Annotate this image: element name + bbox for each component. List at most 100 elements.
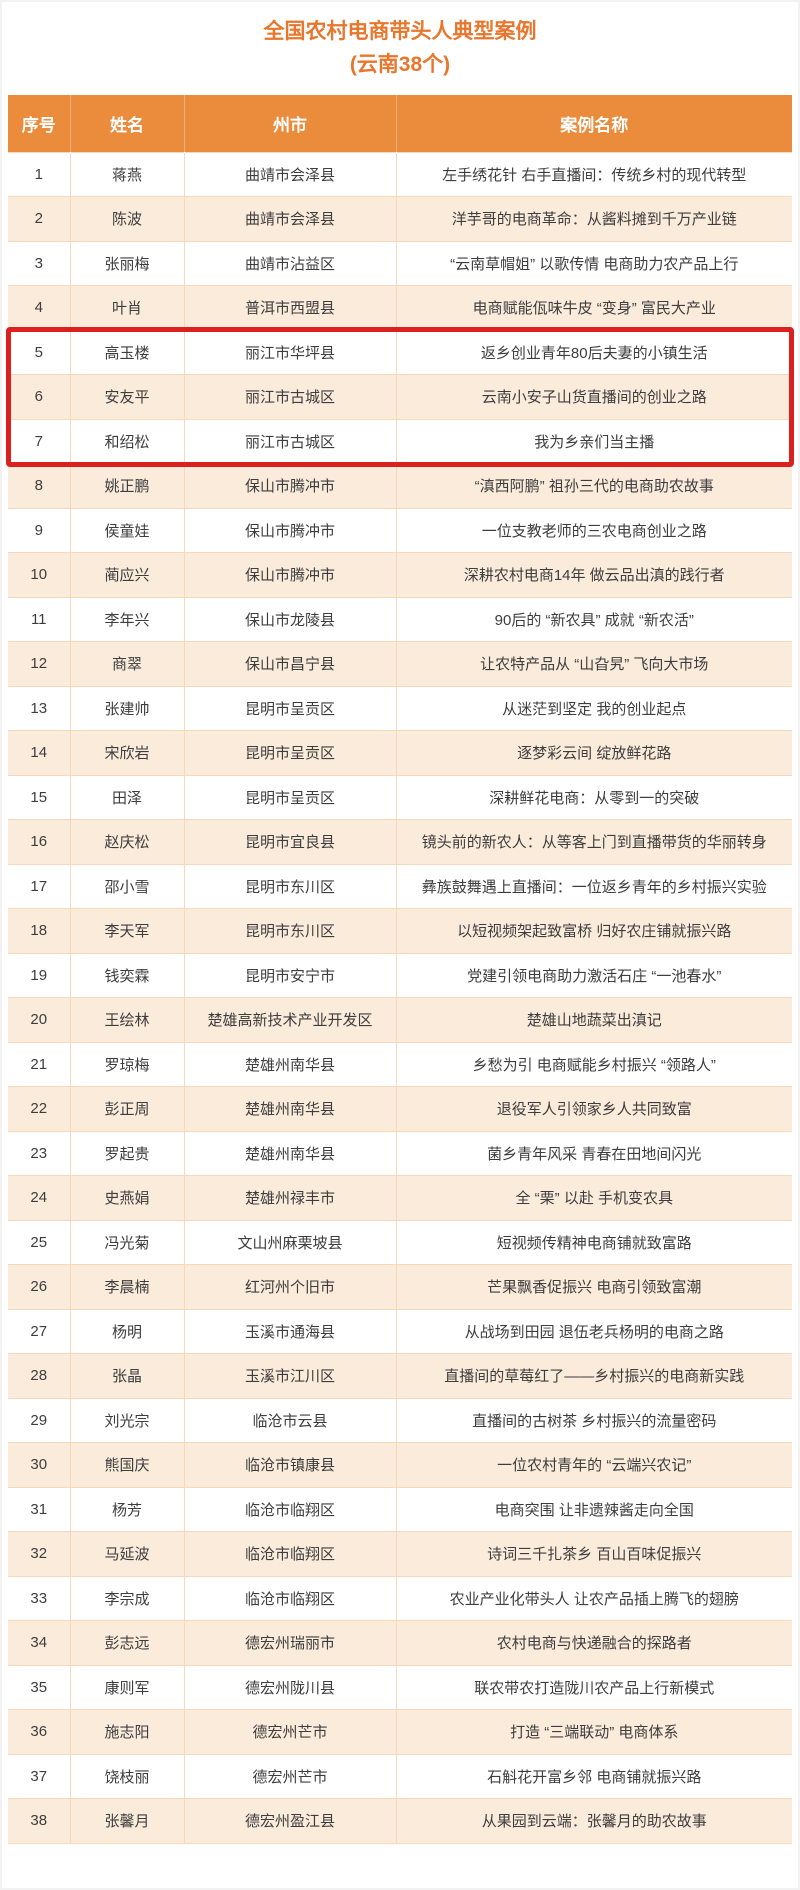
cell-case: 农业产业化带头人 让农产品插上腾飞的翅膀	[395, 1575, 792, 1622]
cell-name: 宋欣岩	[69, 730, 185, 776]
cell-index: 19	[8, 952, 71, 999]
table-row: 35 康则军 德宏州陇川县 联农带农打造陇川农产品上行新模式	[8, 1664, 792, 1711]
cell-case: 返乡创业青年80后夫妻的小镇生活	[395, 329, 792, 376]
table-row: 18 李天军 昆明市东川区 以短视频架起致富桥 归好农庄铺就振兴路	[8, 908, 792, 954]
cell-city: 玉溪市通海县	[183, 1308, 397, 1355]
cell-city: 昆明市东川区	[183, 863, 397, 910]
cell-city: 丽江市古城区	[183, 418, 397, 465]
cell-case: 芒果飘香促振兴 电商引领致富潮	[395, 1264, 792, 1310]
cell-city: 临沧市临翔区	[183, 1575, 397, 1622]
cell-name: 李天军	[69, 908, 185, 954]
cell-case: 以短视频架起致富桥 归好农庄铺就振兴路	[395, 908, 792, 954]
cell-name: 张馨月	[69, 1798, 185, 1844]
cell-name: 杨明	[69, 1308, 185, 1355]
page-subtitle: (云南38个)	[349, 52, 451, 76]
cell-name: 彭正周	[69, 1086, 185, 1132]
cell-index: 14	[8, 730, 71, 776]
cell-name: 商翠	[69, 641, 185, 687]
table-row: 32 马延波 临沧市临翔区 诗词三千扎茶乡 百山百味促振兴	[8, 1531, 792, 1577]
header-row: 序号 姓名 州市 案例名称	[8, 95, 792, 153]
cell-case: 全 “栗” 以赴 手机变农具	[395, 1175, 792, 1221]
table-row: 22 彭正周 楚雄州南华县 退役军人引领家乡人共同致富	[8, 1086, 792, 1132]
cell-index: 24	[8, 1175, 71, 1221]
table-row: 21 罗琼梅 楚雄州南华县 乡愁为引 电商赋能乡村振兴 “领路人”	[8, 1041, 792, 1088]
table-row: 34 彭志远 德宏州瑞丽市 农村电商与快递融合的探路者	[8, 1620, 792, 1666]
cell-index: 23	[8, 1130, 71, 1177]
cell-case: 楚雄山地蔬菜出滇记	[395, 997, 792, 1043]
cell-case: 从战场到田园 退伍老兵杨明的电商之路	[395, 1308, 792, 1355]
cell-city: 楚雄州南华县	[183, 1041, 397, 1088]
cell-case: 云南小安子山货直播间的创业之路	[395, 374, 792, 420]
cell-case: 乡愁为引 电商赋能乡村振兴 “领路人”	[395, 1041, 792, 1088]
cell-case: 镜头前的新农人：从等客上门到直播带货的华丽转身	[395, 819, 792, 865]
table-row: 24 史燕娟 楚雄州禄丰市全 “栗” 以赴 手机变农具	[8, 1175, 792, 1221]
cell-city: 楚雄州禄丰市	[183, 1175, 397, 1221]
cell-case: 彝族鼓舞遇上直播间：一位返乡青年的乡村振兴实验	[395, 863, 792, 910]
cell-index: 32	[8, 1531, 71, 1577]
cell-name: 叶肖	[69, 285, 185, 331]
cell-index: 30	[8, 1442, 71, 1488]
cell-index: 16	[8, 819, 71, 865]
cell-name: 杨芳	[69, 1486, 185, 1533]
table-title-block: 全国农村电商带头人典型案例 (云南38个)	[0, 0, 800, 95]
cell-name: 田泽	[69, 774, 185, 821]
table-row: 25 冯光菊 文山州麻栗坡县 短视频传精神电商铺就致富路	[8, 1219, 792, 1266]
cell-name: 蒋燕	[69, 151, 185, 198]
cell-index: 11	[8, 596, 71, 643]
cell-city: 昆明市呈贡区	[183, 774, 397, 821]
table-row: 16 赵庆松 昆明市宜良县 镜头前的新农人：从等客上门到直播带货的华丽转身	[8, 819, 792, 865]
cell-case: 让农特产品从 “山旮旯” 飞向大市场	[395, 641, 792, 687]
case-table-wrap: 序号 姓名 州市 案例名称 1 蒋燕 曲靖市会泽县 左手绣花针 右手直播间：传统乡村的…	[6, 95, 794, 1844]
cell-city: 德宏州盈江县	[183, 1798, 397, 1844]
table-row: 6 安友平 丽江市古城区 云南小安子山货直播间的创业之路	[8, 374, 792, 420]
cell-name: 张丽梅	[69, 240, 185, 287]
cell-case: 从果园到云端：张馨月的助农故事	[395, 1798, 792, 1844]
cell-name: 王绘林	[69, 997, 185, 1043]
cell-index: 10	[8, 552, 71, 598]
cell-city: 保山市昌宁县	[183, 641, 397, 687]
table-row: 15 田泽 昆明市呈贡区 深耕鲜花电商：从零到一的突破	[8, 774, 792, 821]
cell-name: 施志阳	[69, 1709, 185, 1755]
table-row: 13 张建帅 昆明市呈贡区 从迷茫到坚定 我的创业起点	[8, 685, 792, 732]
cell-name: 安友平	[69, 374, 185, 420]
table-row: 14 宋欣岩 昆明市呈贡区 逐梦彩云间 绽放鲜花路	[8, 730, 792, 776]
cell-index: 35	[8, 1664, 71, 1711]
cell-city: 丽江市古城区	[183, 374, 397, 420]
cell-city: 保山市腾冲市	[183, 507, 397, 554]
cell-index: 2	[8, 196, 71, 242]
column-header-city: 州市	[184, 95, 397, 153]
cell-name: 侯童娃	[69, 507, 185, 554]
table-row: 5 高玉楼 丽江市华坪县 返乡创业青年80后夫妻的小镇生活	[8, 329, 792, 376]
cell-city: 昆明市呈贡区	[183, 685, 397, 732]
cell-city: 玉溪市江川区	[183, 1353, 397, 1399]
cell-city: 红河州个旧市	[183, 1264, 397, 1310]
cell-name: 李晨楠	[69, 1264, 185, 1310]
cell-city: 普洱市西盟县	[183, 285, 397, 331]
cell-index: 13	[8, 685, 71, 732]
cell-city: 德宏州芒市	[183, 1753, 397, 1800]
cell-index: 21	[8, 1041, 71, 1088]
cell-city: 临沧市镇康县	[183, 1442, 397, 1488]
cell-name: 史燕娟	[69, 1175, 185, 1221]
column-header-name: 姓名	[70, 95, 185, 153]
column-header-case: 案例名称	[396, 95, 792, 153]
cell-name: 康则军	[69, 1664, 185, 1711]
table-row: 28 张晶 玉溪市江川区 直播间的草莓红了——乡村振兴的电商新实践	[8, 1353, 792, 1399]
cell-name: 马延波	[69, 1531, 185, 1577]
cell-index: 8	[8, 463, 71, 509]
table-row: 3 张丽梅 曲靖市沾益区 “云南草帽姐” 以歌传情 电商助力农产品上行	[8, 240, 792, 287]
cell-case: 石斛花开富乡邻 电商铺就振兴路	[395, 1753, 792, 1800]
table-row: 30 熊国庆 临沧市镇康县 一位农村青年的 “云端兴农记”	[8, 1442, 792, 1488]
cell-city: 楚雄高新技术产业开发区	[183, 997, 397, 1043]
cell-city: 曲靖市会泽县	[183, 196, 397, 242]
cell-city: 文山州麻栗坡县	[183, 1219, 397, 1266]
table-row: 36 施志阳 德宏州芒市 打造 “三端联动” 电商体系	[8, 1709, 792, 1755]
cell-name: 李宗成	[69, 1575, 185, 1622]
table-row: 8 姚正鹏 保山市腾冲市 “滇西阿鹏” 祖孙三代的电商助农故事	[8, 463, 792, 509]
cell-index: 25	[8, 1219, 71, 1266]
cell-index: 34	[8, 1620, 71, 1666]
cell-city: 曲靖市会泽县	[183, 151, 397, 198]
cell-case: 一位支教老师的三农电商创业之路	[395, 507, 792, 554]
cell-city: 昆明市东川区	[183, 908, 397, 954]
